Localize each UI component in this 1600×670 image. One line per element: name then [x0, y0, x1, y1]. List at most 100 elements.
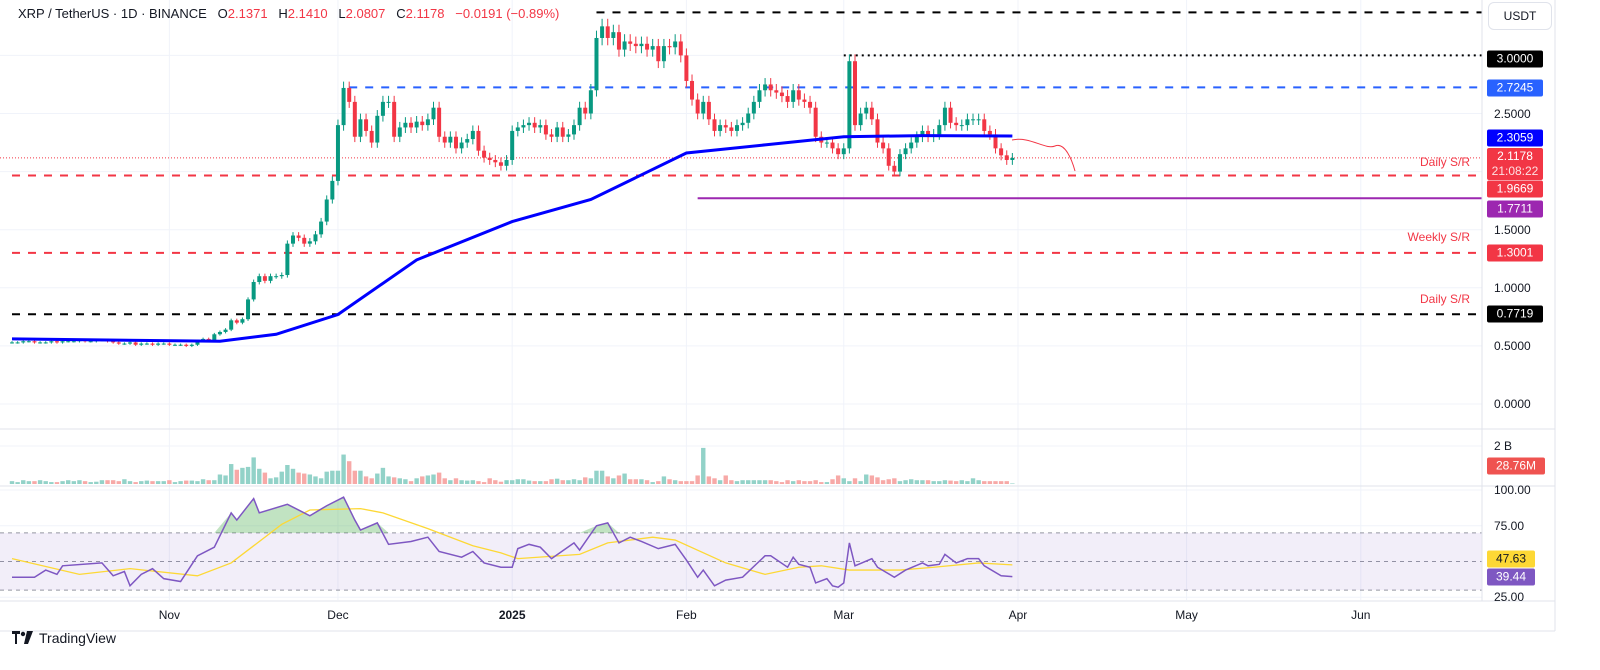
- volume-bar: [644, 480, 650, 484]
- candle: [661, 46, 666, 62]
- volume-bar: [830, 479, 835, 484]
- daily-sr-label: Daily S/R: [1419, 155, 1470, 169]
- candle: [639, 43, 644, 47]
- ma-value-tag: 2.3059: [1487, 129, 1543, 147]
- candle: [645, 43, 650, 50]
- volume-bar: [650, 482, 655, 484]
- candle: [667, 46, 672, 48]
- volume-bar: [965, 481, 970, 484]
- candle: [740, 122, 745, 126]
- candle: [763, 84, 768, 91]
- volume-bar: [425, 475, 431, 484]
- candle: [139, 343, 144, 345]
- volume-bar: [521, 479, 526, 484]
- volume-bar: [914, 480, 920, 484]
- candle: [38, 342, 43, 344]
- open-label: O: [217, 6, 228, 21]
- candle: [976, 119, 981, 121]
- volume-bar: [858, 481, 863, 484]
- candle: [409, 122, 414, 128]
- volume-bar: [49, 482, 54, 484]
- volume-bar: [487, 478, 492, 484]
- volume-bar: [290, 468, 296, 484]
- candle: [15, 342, 20, 344]
- candle: [291, 235, 295, 244]
- candle: [673, 41, 678, 48]
- candle: [802, 99, 807, 102]
- candle: [364, 119, 369, 131]
- candle: [937, 125, 942, 135]
- candle: [588, 90, 593, 114]
- level-2-7245-tag: 2.7245: [1487, 79, 1543, 97]
- volume-bar: [824, 482, 830, 484]
- candle: [324, 199, 329, 222]
- volume-bar: [903, 480, 908, 484]
- tradingview-logo[interactable]: TradingView: [12, 630, 116, 646]
- candle: [830, 142, 835, 149]
- volume-bar: [790, 481, 796, 484]
- rsi-band: [0, 532, 1482, 591]
- candle: [993, 134, 998, 149]
- volume-bar: [330, 470, 335, 484]
- candle: [268, 276, 273, 281]
- volume-bar: [751, 480, 757, 484]
- candle: [942, 107, 947, 126]
- volume-bar: [897, 481, 903, 484]
- candle: [987, 130, 992, 135]
- volume-bar: [701, 447, 706, 484]
- volume-bar: [234, 469, 239, 484]
- candle: [549, 134, 554, 137]
- volume-bar: [88, 482, 93, 484]
- candle: [701, 101, 706, 114]
- candle: [375, 115, 380, 143]
- currency-button[interactable]: USDT: [1488, 2, 1552, 30]
- candle: [538, 125, 543, 128]
- volume-bar: [667, 479, 672, 484]
- candle: [836, 148, 841, 155]
- candle: [527, 122, 532, 126]
- volume-bar: [296, 472, 301, 484]
- volume-bar: [931, 481, 936, 484]
- volume-bar: [835, 475, 841, 484]
- candle: [212, 334, 217, 341]
- candle: [572, 125, 576, 135]
- candle: [881, 142, 886, 149]
- price-tick: 2.5000: [1494, 107, 1531, 121]
- candle: [206, 338, 211, 341]
- volume-bar: [257, 468, 262, 484]
- volume-bar: [566, 480, 571, 484]
- volume-bar: [470, 480, 476, 484]
- volume-bar: [285, 465, 290, 484]
- candle: [886, 148, 891, 166]
- candles: [10, 18, 1015, 348]
- volume-bar: [622, 473, 627, 484]
- candle: [246, 299, 251, 320]
- candle: [240, 319, 245, 323]
- candle: [229, 320, 234, 330]
- symbol-title: XRP / TetherUS · 1D · BINANCE: [18, 6, 207, 21]
- last-price-tag: 2.1178 21:08:22: [1487, 148, 1543, 180]
- volume-bar: [99, 480, 105, 484]
- candle: [195, 341, 200, 345]
- candle: [369, 130, 374, 143]
- candle: [521, 125, 526, 128]
- candle: [920, 130, 925, 137]
- price-tick: 1.0000: [1494, 281, 1531, 295]
- time-label: 2025: [498, 608, 526, 622]
- candle: [111, 341, 116, 343]
- candle: [808, 101, 813, 108]
- candle: [751, 101, 756, 114]
- volume-bar: [987, 481, 993, 484]
- volume-bar: [217, 474, 223, 484]
- candle: [60, 341, 65, 343]
- candle: [442, 136, 447, 143]
- volume-bar: [948, 480, 953, 484]
- rsi-tick: 100.00: [1494, 483, 1531, 497]
- candle: [864, 107, 869, 114]
- volume-bar: [959, 480, 964, 484]
- volume-bar: [380, 467, 386, 484]
- grid: [0, 0, 1482, 600]
- volume-bar: [189, 480, 195, 484]
- volume-bar: [1010, 483, 1015, 484]
